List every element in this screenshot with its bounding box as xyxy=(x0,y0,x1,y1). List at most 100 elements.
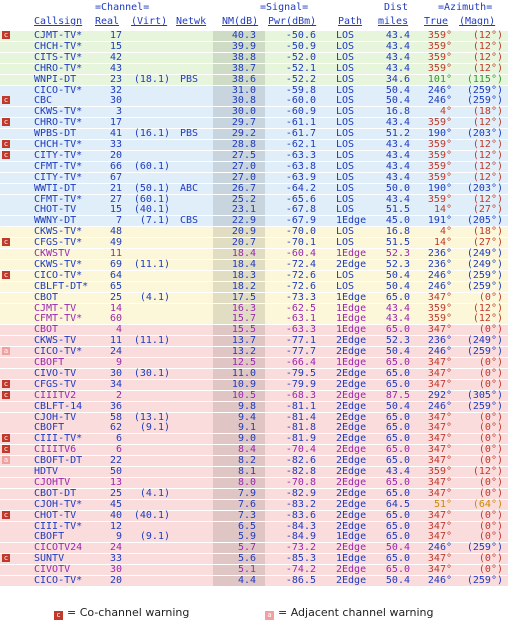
virt-cell: (11.1) xyxy=(133,258,170,270)
virt-header: (Virt) xyxy=(131,16,168,27)
magn-az-cell: (0°) xyxy=(478,444,503,456)
nm-cell: 17.5 xyxy=(231,291,256,303)
real-header: Real xyxy=(95,16,120,27)
true-az-cell: 347° xyxy=(427,433,452,445)
path-cell: 1Edge xyxy=(336,291,367,303)
nm-cell: 25.2 xyxy=(231,193,256,205)
callsign-cell: CJOH-TV* xyxy=(34,498,83,510)
dist-cell: 65.0 xyxy=(385,422,410,434)
dist-cell: 65.0 xyxy=(385,509,410,521)
nm-shade xyxy=(213,194,265,205)
table-row: CBOFT 9 (9.1) 5.9 -84.9 1Edge 65.0 347° (0°) xyxy=(0,532,508,543)
table-row: c CIII-TV* 6 9.0 -81.9 2Edge 65.0 347° (0°) xyxy=(0,433,508,445)
pwr-cell: -70.0 xyxy=(285,226,316,238)
nm-shade xyxy=(213,96,265,107)
callsign-cell: CKWS-TV xyxy=(34,335,77,347)
path-cell: 1Edge xyxy=(336,313,367,325)
dist-cell: 43.4 xyxy=(385,171,410,183)
table-row: CFMT-TV* 66 (60.1) 27.0 -63.8 LOS 43.4 359° (12°… xyxy=(0,160,508,172)
dist-cell: 65.0 xyxy=(385,444,410,456)
header-column-row: Callsign Real (Virt) Netwk NM(dB) Pwr(dB… xyxy=(0,16,508,30)
pwr-cell: -61.1 xyxy=(285,117,316,129)
path-cell: 2Edge xyxy=(336,433,367,445)
callsign-cell: CBOT xyxy=(34,324,59,336)
true-az-cell: 347° xyxy=(427,367,452,379)
table-row: WWNY-DT 7 (7.1) CBS 22.9 -67.9 1Edge 45.0 191° (2… xyxy=(0,215,508,227)
nm-cell: 27.0 xyxy=(231,171,256,183)
nm-cell: 8.1 xyxy=(237,466,256,477)
pwr-cell: -84.3 xyxy=(285,520,316,532)
dist-cell: 34.6 xyxy=(385,73,410,85)
magn-az-cell: (27°) xyxy=(472,204,503,216)
path-cell: 2Edge xyxy=(336,335,367,347)
table-row: CHCH-TV* 15 39.9 -50.9 LOS 43.4 359° (12°) xyxy=(0,40,508,52)
nm-cell: 8.0 xyxy=(237,476,256,488)
netwk-cell: PBS xyxy=(180,73,199,85)
nm-cell: 16.3 xyxy=(231,302,256,314)
real-cell: 30 xyxy=(109,367,122,379)
callsign-cell: CIIITV6 xyxy=(34,444,77,456)
table-row: CKWSTV 11 18.4 -60.4 1Edge 52.3 236° (249°) xyxy=(0,249,508,259)
magn-az-cell: (0°) xyxy=(478,324,503,336)
nm-shade xyxy=(213,401,265,412)
pwr-cell: -72.6 xyxy=(285,280,316,292)
pwr-cell: -50.6 xyxy=(285,30,316,41)
pwr-cell: -70.1 xyxy=(285,237,316,249)
magn-az-cell: (259°) xyxy=(466,542,503,554)
callsign-cell: CICO-TV* xyxy=(34,269,83,281)
nm-cell: 20.9 xyxy=(231,226,256,238)
path-header: Path xyxy=(338,16,363,27)
callsign-cell: CJOHTV xyxy=(34,476,71,488)
dist-cell: 65.0 xyxy=(385,476,410,488)
real-cell: 15 xyxy=(109,40,122,52)
true-az-cell: 190° xyxy=(427,182,452,194)
path-cell: LOS xyxy=(336,280,355,292)
co-channel-warning-icon: c xyxy=(2,445,10,454)
path-cell: LOS xyxy=(336,117,355,129)
nm-cell: 8.4 xyxy=(237,444,256,456)
nm-cell: 38.7 xyxy=(231,62,256,74)
nm-cell: 27.0 xyxy=(231,160,256,172)
nm-shade xyxy=(213,85,265,96)
pwr-cell: -67.9 xyxy=(285,215,316,227)
pwr-cell: -63.3 xyxy=(285,324,316,336)
pwr-cell: -52.1 xyxy=(285,62,316,74)
nm-shade xyxy=(213,390,265,401)
dist-cell: 50.4 xyxy=(385,95,410,107)
path-cell: 2Edge xyxy=(336,498,367,510)
pwr-cell: -81.8 xyxy=(285,422,316,434)
true-az-cell: 14° xyxy=(433,204,452,216)
table-row: c CFGS-TV* 49 20.7 -70.1 LOS 51.5 14° (27°) xyxy=(0,237,508,249)
real-cell: 2 xyxy=(115,389,122,401)
netwk-header: Netwk xyxy=(176,16,207,27)
real-cell: 45 xyxy=(109,498,122,510)
pwr-header: Pwr(dBm) xyxy=(268,16,317,27)
true-az-cell: 347° xyxy=(427,487,452,499)
virt-cell: (4.1) xyxy=(139,291,170,303)
true-az-cell: 246° xyxy=(427,84,452,96)
magn-az-cell: (12°) xyxy=(472,160,503,172)
path-cell: 2Edge xyxy=(336,509,367,521)
dist-cell: 43.4 xyxy=(385,160,410,172)
pwr-cell: -79.5 xyxy=(285,367,316,379)
header-group-row: =Channel= =Signal= Dist =Azimuth= xyxy=(0,2,508,16)
pwr-cell: -70.8 xyxy=(285,476,316,488)
true-az-cell: 236° xyxy=(427,248,452,259)
pwr-cell: -50.9 xyxy=(285,40,316,52)
magn-az-cell: (259°) xyxy=(466,269,503,281)
magn-az-cell: (12°) xyxy=(472,171,503,183)
real-cell: 20 xyxy=(109,575,122,586)
real-cell: 30 xyxy=(109,564,122,576)
nm-cell: 18.4 xyxy=(231,258,256,270)
virt-cell: (9.1) xyxy=(139,422,170,434)
real-cell: 11 xyxy=(109,248,122,259)
pwr-cell: -72.4 xyxy=(285,258,316,270)
nm-cell: 10.5 xyxy=(231,389,256,401)
callsign-cell: CFGS-TV xyxy=(34,378,77,390)
path-cell: 1Edge xyxy=(336,248,367,259)
dist-cell: 43.4 xyxy=(385,30,410,41)
path-cell: LOS xyxy=(336,204,355,216)
real-cell: 15 xyxy=(109,204,122,216)
path-cell: 2Edge xyxy=(336,411,367,423)
callsign-cell: CHCH-TV* xyxy=(34,40,83,52)
